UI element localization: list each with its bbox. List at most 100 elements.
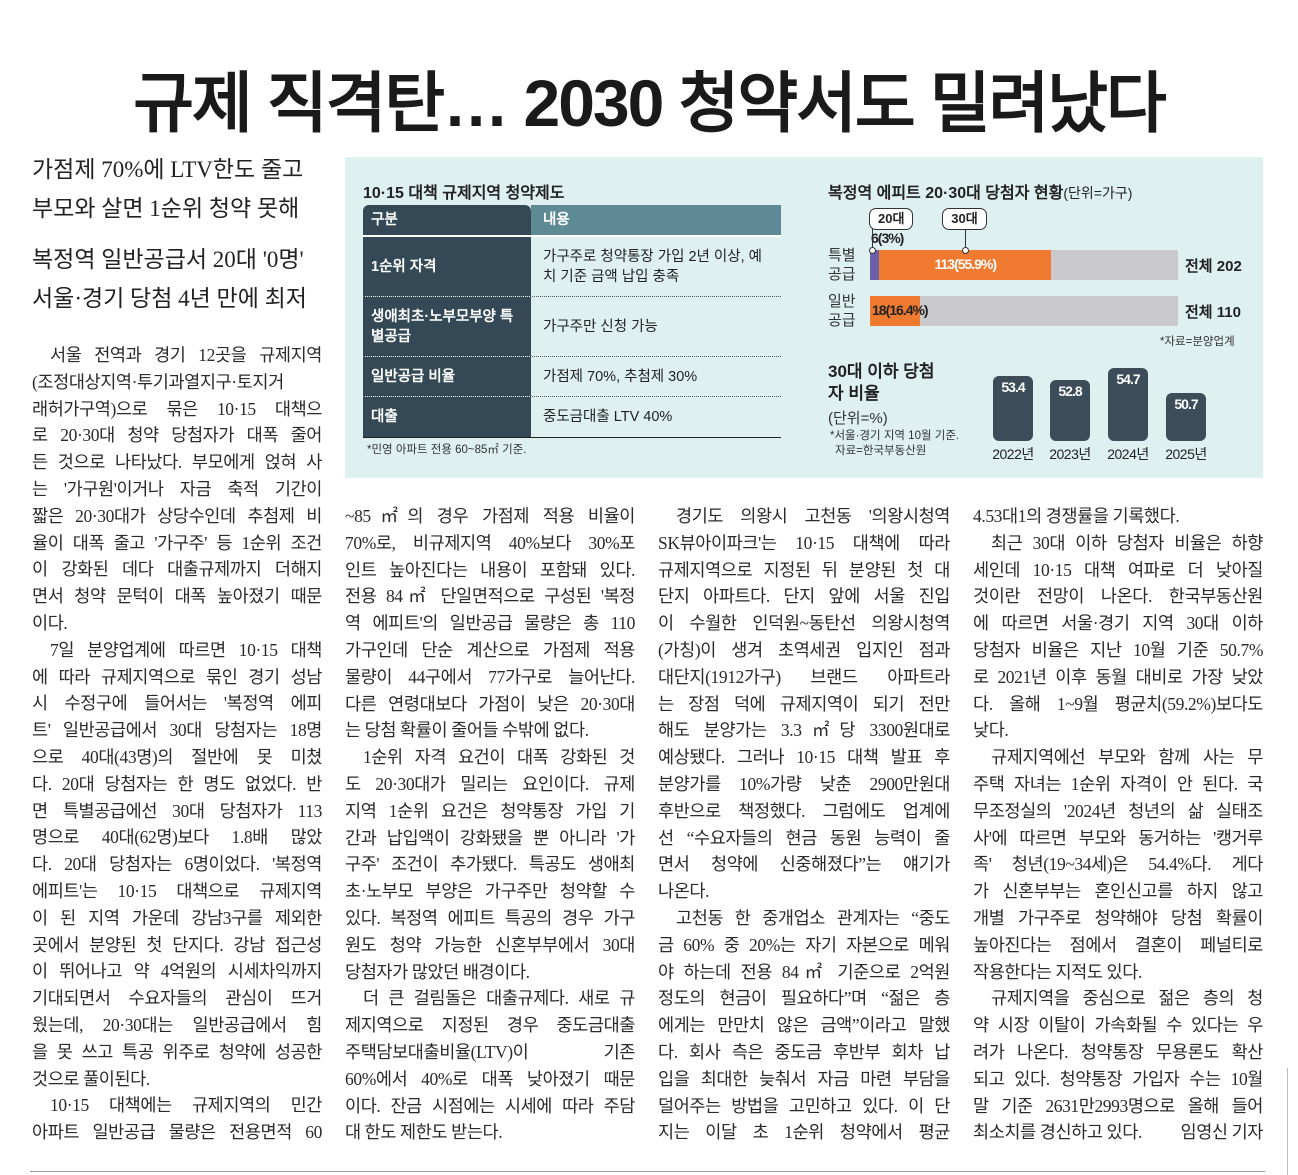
paragraph-line: 이 수월한 인덕원~동탄선 의왕시청역 (658, 613, 950, 634)
paragraph-line: 주택 자녀는 1순위 자격이 안 된다. 국 (973, 773, 1263, 794)
paragraph-line: 웠는데, 20·30대는 일반공급에서 힘 (32, 1014, 322, 1035)
paragraph-line: 간과 납입액이 강화됐을 뿐 아니라 '가 (345, 827, 635, 848)
paragraph-line: 무조정실의 '2024년 청년의 삶 실태조 (973, 800, 1263, 821)
paragraph-line: 분양가를 10%가량 낮춘 2900만원대 (658, 773, 950, 794)
ratio-bar-value: 50.7 (1174, 395, 1198, 412)
table-row: 대출 중도금대출 LTV 40% (363, 397, 781, 438)
paragraph-line: 에 따르면 서울·경기 지역 30대 이하 (973, 613, 1263, 634)
paragraph-line: 기대되면서 수요자들의 관심이 뜨거 (32, 988, 322, 1009)
paragraph-line: 개별 가구주로 청약해야 당첨 확률이 (973, 907, 1263, 928)
bar-segment-label: 6(3%) (871, 230, 904, 246)
winners-chart-title-text: 복정역 에피트 20·30대 당첨자 현황 (828, 185, 1064, 202)
table-cell-content: 가점제 70%, 추첨제 30% (543, 368, 698, 385)
paragraph-line: 정도의 현금이 필요하다”며 “젊은 층 (658, 988, 950, 1009)
table-cell-category: 1순위 자격 (363, 237, 531, 296)
paragraph-line: 후반으로 책정했다. 그럼에도 업계에 (658, 800, 950, 821)
paragraph-line: 서울 전역과 경기 12곳을 규제지역 (50, 345, 322, 365)
paragraph-line: 나온다. (658, 881, 710, 902)
paragraph-line: 면 특별공급에선 30대 당첨자가 113 (32, 800, 322, 821)
table-row: 생애최초·노부모부양 특별공급 가구주만 신청 가능 (363, 297, 781, 357)
paragraph-line: 더 큰 걸림돌은 대출규제다. 새로 규 (363, 988, 635, 1009)
table-header-category: 구분 (363, 205, 531, 235)
paragraph-line: 초·노부모 부양은 가구주만 청약할 수 (345, 881, 635, 902)
ratio-chart-note: *서울·경기 지역 10월 기준. 자료=한국부동산원 (830, 429, 959, 459)
paragraph-line: 는 '가구원'이거나 자금 축적 기간이 (32, 478, 322, 499)
paragraph-line: 야 하는데 전용 84㎡ 기준으로 2억원 (658, 961, 950, 982)
paragraph-line: 최소치를 경신하고 있다. 임영신 기자 (973, 1119, 1263, 1146)
ratio-bar (1050, 379, 1090, 441)
bar-category-label: 일반공급 (828, 293, 856, 329)
subheading-group-1: 가점제 70%에 LTV한도 줄고 부모와 살면 1순위 청약 못해 (32, 150, 332, 228)
paragraph-line: 에 따라 규제지역으로 묶인 경기 성남 (32, 666, 322, 687)
table-cell-category: 대출 (363, 397, 531, 437)
paragraph-text: 최소치를 경신하고 있다. (973, 1122, 1142, 1143)
article-column: ~85㎡의 경우 가점제 적용 비율이 70%로, 비규제지역 40%보다 30%… (345, 503, 635, 1146)
paragraph-line: 에게는 만만치 않은 금액”이라고 말했 (658, 1015, 950, 1036)
paragraph-line: 주택담보대출비율(LTV)이 기존 (345, 1041, 635, 1062)
table-cell-content: 가구주만 신청 가능 (543, 318, 658, 335)
bar-category-label: 특별공급 (828, 247, 856, 283)
paragraph-line: 아파트 일반공급 물량은 전용면적 60 (32, 1122, 322, 1143)
article-column: 경기도 의왕시 고천동 '의왕시청역 SK뷰아이파크'는 10·15 대책에 따라… (658, 503, 950, 1146)
paragraph-line: 이다. 잔금 시점에는 시세에 따라 주담 (345, 1095, 635, 1116)
paragraph-line: (조정대상지역·투기과열지구·토지거 (32, 371, 284, 392)
paragraph-line: 제지역으로 지정된 경우 중도금대출 (345, 1015, 635, 1036)
paragraph-line: 1순위 자격 요건이 대폭 강화된 것 (363, 747, 635, 768)
ratio-bar (993, 376, 1033, 441)
paragraph-line: 을 못 쓰고 특공 위주로 청약에 성공한 (32, 1041, 322, 1062)
winners-chart-source: *자료=분양업계 (1160, 336, 1235, 348)
bar-segment-30대: 18(16.4%) (870, 296, 929, 326)
paragraph-line: 높아진다는 점에서 결혼이 페널티로 (973, 934, 1263, 955)
paragraph-line: 사'에 따르면 부모와 동거하는 '캥거루 (973, 827, 1263, 848)
paragraph-line: 지는 이달 초 1순위 청약에서 평균 (658, 1122, 950, 1143)
ratio-bar-value: 54.7 (1116, 370, 1140, 387)
paragraph-line: 당첨자가 많았던 배경이다. (345, 961, 530, 982)
paragraph-line: 려가 나온다. 청약통장 무용론도 확산 (973, 1041, 1263, 1062)
paragraph-line: 가구인데 단순 계산으로 가점제 적용 (345, 639, 635, 660)
table-header-content: 내용 (531, 205, 781, 235)
paragraph-line: 있다. 복정역 에피트 특공의 경우 가구 (345, 907, 635, 928)
paragraph-line: 예상됐다. 그러나 10·15 대책 발표 후 (658, 747, 950, 768)
paragraph-line: 전용 84㎡ 단일면적으로 구성된 '복정 (345, 586, 635, 607)
ratio-bar-year: 2024년 (1107, 446, 1149, 462)
bottom-rule (30, 1171, 1265, 1172)
paragraph: 고천동 한 중개업소 관계자는 “중도 금 60% 중 20%는 자기 자본으로 … (658, 905, 950, 1146)
legend-tag-30s: 30대 (942, 208, 987, 230)
paragraph-line: 이 된 지역 가운데 강남3구를 제외한 (32, 907, 322, 928)
bar-segment-label: 113(55.9%) (934, 256, 997, 272)
paragraph-line: 인트 높아진다는 내용이 포함돼 있다. (345, 559, 635, 580)
paragraph-line: 당첨자 비율은 지난 10월 기준 50.7% (973, 639, 1263, 660)
paragraph-line: 곳에서 분양된 첫 단지다. 강남 접근성 (32, 934, 322, 955)
paragraph-line: 족' 청년(19~34세)은 54.4%다. 게다 (973, 854, 1263, 875)
ratio-bar-value: 53.4 (1001, 379, 1025, 395)
ratio-bar-year: 2023년 (1049, 446, 1091, 462)
table-footnote: *민영 아파트 전용 60~85㎡ 기준. (367, 444, 527, 456)
bar-total-label: 전체 202 (1185, 258, 1242, 275)
paragraph-line: 것으로 풀이된다. (32, 1068, 150, 1089)
paragraph-line: 으로 40대(43명)의 절반에 못 미쳤 (32, 746, 322, 767)
paragraph-line: 에피트'는 10·15 대책으로 규제지역 (32, 880, 322, 901)
regulation-table: 구분 내용 1순위 자격 가구주로 청약통장 가입 2년 이상, 예치 기준 금… (363, 205, 781, 438)
bar-total-label: 전체 110 (1185, 304, 1241, 321)
legend-tag-20s: 20대 (869, 208, 914, 230)
infographic-panel: 10·15 대책 규제지역 청약제도 구분 내용 1순위 자격 가구주로 청약통… (345, 157, 1263, 478)
byline: 임영신 기자 (1180, 1122, 1264, 1143)
winners-chart-unit: (단위=가구) (1063, 185, 1133, 201)
paragraph-line: 세인데 10·15 대책 여파로 더 낮아질 (973, 559, 1263, 580)
ratio-bar (1108, 367, 1148, 441)
paragraph-line: 작용한다는 지적도 있다. (973, 961, 1142, 982)
subheading-group-2: 복정역 일반공급서 20대 '0명' 서울·경기 당첨 4년 만에 최저 (32, 240, 332, 318)
paragraph-line: 다. 회사 측은 중도금 후반부 회차 납 (658, 1041, 950, 1062)
paragraph-line: 최근 30대 이하 당첨자 비율은 하향 (991, 532, 1263, 553)
bar-track: 113(55.9%) (870, 250, 1178, 280)
paragraph-line: 규제지역으로 지정된 뒤 분양된 첫 대 (658, 559, 950, 580)
paragraph-line: 다. 20대 당첨자는 한 명도 없었다. 반 (32, 773, 322, 794)
paragraph-line: 면서 청약 문턱이 대폭 높아졌기 때문 (32, 586, 322, 607)
paragraph-line: 다. 20대 당첨자는 6명이었다. '복정역 (32, 854, 322, 875)
paragraph-line: 율이 대폭 줄고 '가구주' 등 1순위 조건 (32, 532, 322, 553)
paragraph-line: 래허가구역)으로 묶은 10·15 대책으 (32, 398, 322, 419)
